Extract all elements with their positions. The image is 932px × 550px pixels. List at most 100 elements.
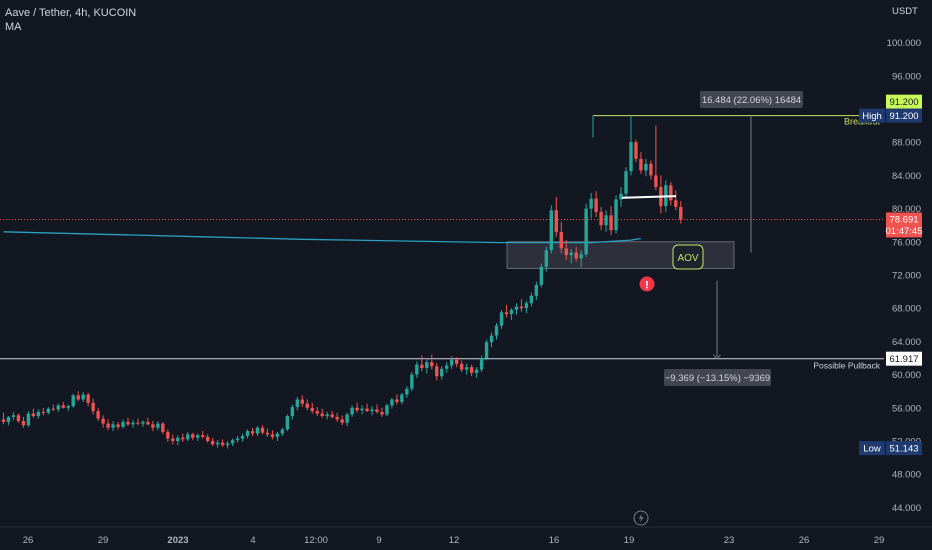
candle[interactable] — [569, 249, 573, 264]
candle[interactable] — [435, 362, 439, 381]
candle[interactable] — [245, 429, 250, 439]
candle[interactable] — [181, 433, 185, 442]
candle[interactable] — [350, 405, 354, 417]
candle[interactable] — [56, 403, 60, 412]
candle[interactable] — [201, 431, 205, 439]
candle[interactable] — [225, 441, 230, 449]
candle[interactable] — [106, 419, 110, 431]
candle[interactable] — [564, 240, 568, 261]
candle[interactable] — [584, 203, 588, 257]
candle[interactable] — [81, 392, 85, 402]
candle[interactable] — [450, 356, 454, 369]
lightning-icon[interactable] — [633, 510, 649, 526]
candle[interactable] — [186, 431, 190, 441]
candle[interactable] — [629, 115, 633, 176]
candle[interactable] — [519, 299, 524, 312]
candle[interactable] — [61, 401, 65, 409]
candle[interactable] — [1, 412, 6, 425]
candle[interactable] — [599, 206, 603, 231]
candle[interactable] — [380, 407, 384, 417]
candle[interactable] — [146, 417, 150, 426]
candle[interactable] — [340, 415, 344, 426]
candle[interactable] — [285, 414, 290, 432]
candle[interactable] — [454, 357, 459, 368]
candle[interactable] — [240, 433, 245, 442]
candle[interactable] — [86, 392, 90, 407]
candle[interactable] — [474, 367, 479, 378]
candle[interactable] — [176, 435, 180, 446]
candle[interactable] — [395, 394, 399, 405]
candle[interactable] — [16, 413, 21, 423]
candle[interactable] — [66, 404, 70, 412]
candle[interactable] — [141, 420, 145, 427]
candle[interactable] — [440, 366, 444, 380]
candle[interactable] — [400, 392, 404, 405]
candle[interactable] — [679, 201, 683, 224]
candle[interactable] — [295, 397, 300, 411]
candle[interactable] — [405, 386, 409, 398]
candle[interactable] — [445, 362, 449, 373]
candle[interactable] — [166, 429, 170, 442]
candle[interactable] — [609, 206, 613, 236]
candle[interactable] — [365, 403, 369, 412]
candle[interactable] — [91, 398, 95, 415]
candle[interactable] — [619, 187, 623, 207]
candle[interactable] — [111, 421, 115, 432]
candle[interactable] — [624, 167, 628, 197]
candle[interactable] — [639, 152, 643, 174]
candle[interactable] — [370, 406, 374, 416]
candle[interactable] — [534, 281, 539, 300]
candle[interactable] — [161, 421, 165, 435]
candle[interactable] — [479, 355, 484, 373]
candle[interactable] — [494, 323, 499, 340]
candle[interactable] — [310, 402, 314, 414]
candle[interactable] — [469, 364, 474, 377]
candle[interactable] — [544, 246, 549, 272]
candle[interactable] — [101, 415, 105, 428]
candle[interactable] — [126, 417, 130, 427]
candle[interactable] — [554, 196, 558, 237]
candle[interactable] — [355, 402, 359, 413]
candle[interactable] — [275, 431, 280, 441]
candle[interactable] — [300, 395, 304, 407]
candle[interactable] — [559, 221, 563, 254]
candle[interactable] — [210, 437, 215, 446]
candle[interactable] — [529, 292, 534, 307]
indicator-label[interactable]: MA — [5, 21, 22, 33]
candle[interactable] — [390, 397, 394, 409]
candle[interactable] — [514, 303, 519, 315]
candle[interactable] — [205, 434, 210, 443]
candle[interactable] — [315, 406, 319, 417]
candle[interactable] — [191, 432, 195, 441]
candle[interactable] — [579, 250, 583, 268]
candle[interactable] — [489, 332, 494, 348]
candle[interactable] — [614, 195, 618, 234]
candle[interactable] — [136, 418, 140, 426]
candle[interactable] — [674, 190, 678, 211]
candle[interactable] — [151, 421, 155, 432]
candle[interactable] — [360, 405, 364, 415]
candle[interactable] — [171, 434, 175, 445]
candle[interactable] — [11, 411, 16, 421]
candle[interactable] — [425, 359, 429, 374]
candle[interactable] — [260, 425, 265, 435]
symbol-title[interactable]: Aave / Tether, 4h, KUCOIN — [5, 7, 137, 19]
candle[interactable] — [96, 407, 100, 422]
candle[interactable] — [280, 427, 285, 437]
candle[interactable] — [574, 246, 578, 262]
candle[interactable] — [669, 182, 673, 206]
candle[interactable] — [430, 354, 434, 370]
candle[interactable] — [131, 420, 135, 428]
alert-icon[interactable] — [639, 276, 655, 292]
trend-line[interactable] — [621, 195, 677, 199]
candle[interactable] — [335, 412, 339, 422]
candle[interactable] — [51, 404, 55, 412]
candle[interactable] — [250, 427, 255, 437]
candle[interactable] — [410, 372, 414, 392]
candle[interactable] — [634, 139, 638, 163]
candle[interactable] — [156, 421, 160, 431]
candle[interactable] — [235, 436, 240, 443]
candle[interactable] — [330, 411, 334, 419]
candle[interactable] — [121, 419, 125, 429]
